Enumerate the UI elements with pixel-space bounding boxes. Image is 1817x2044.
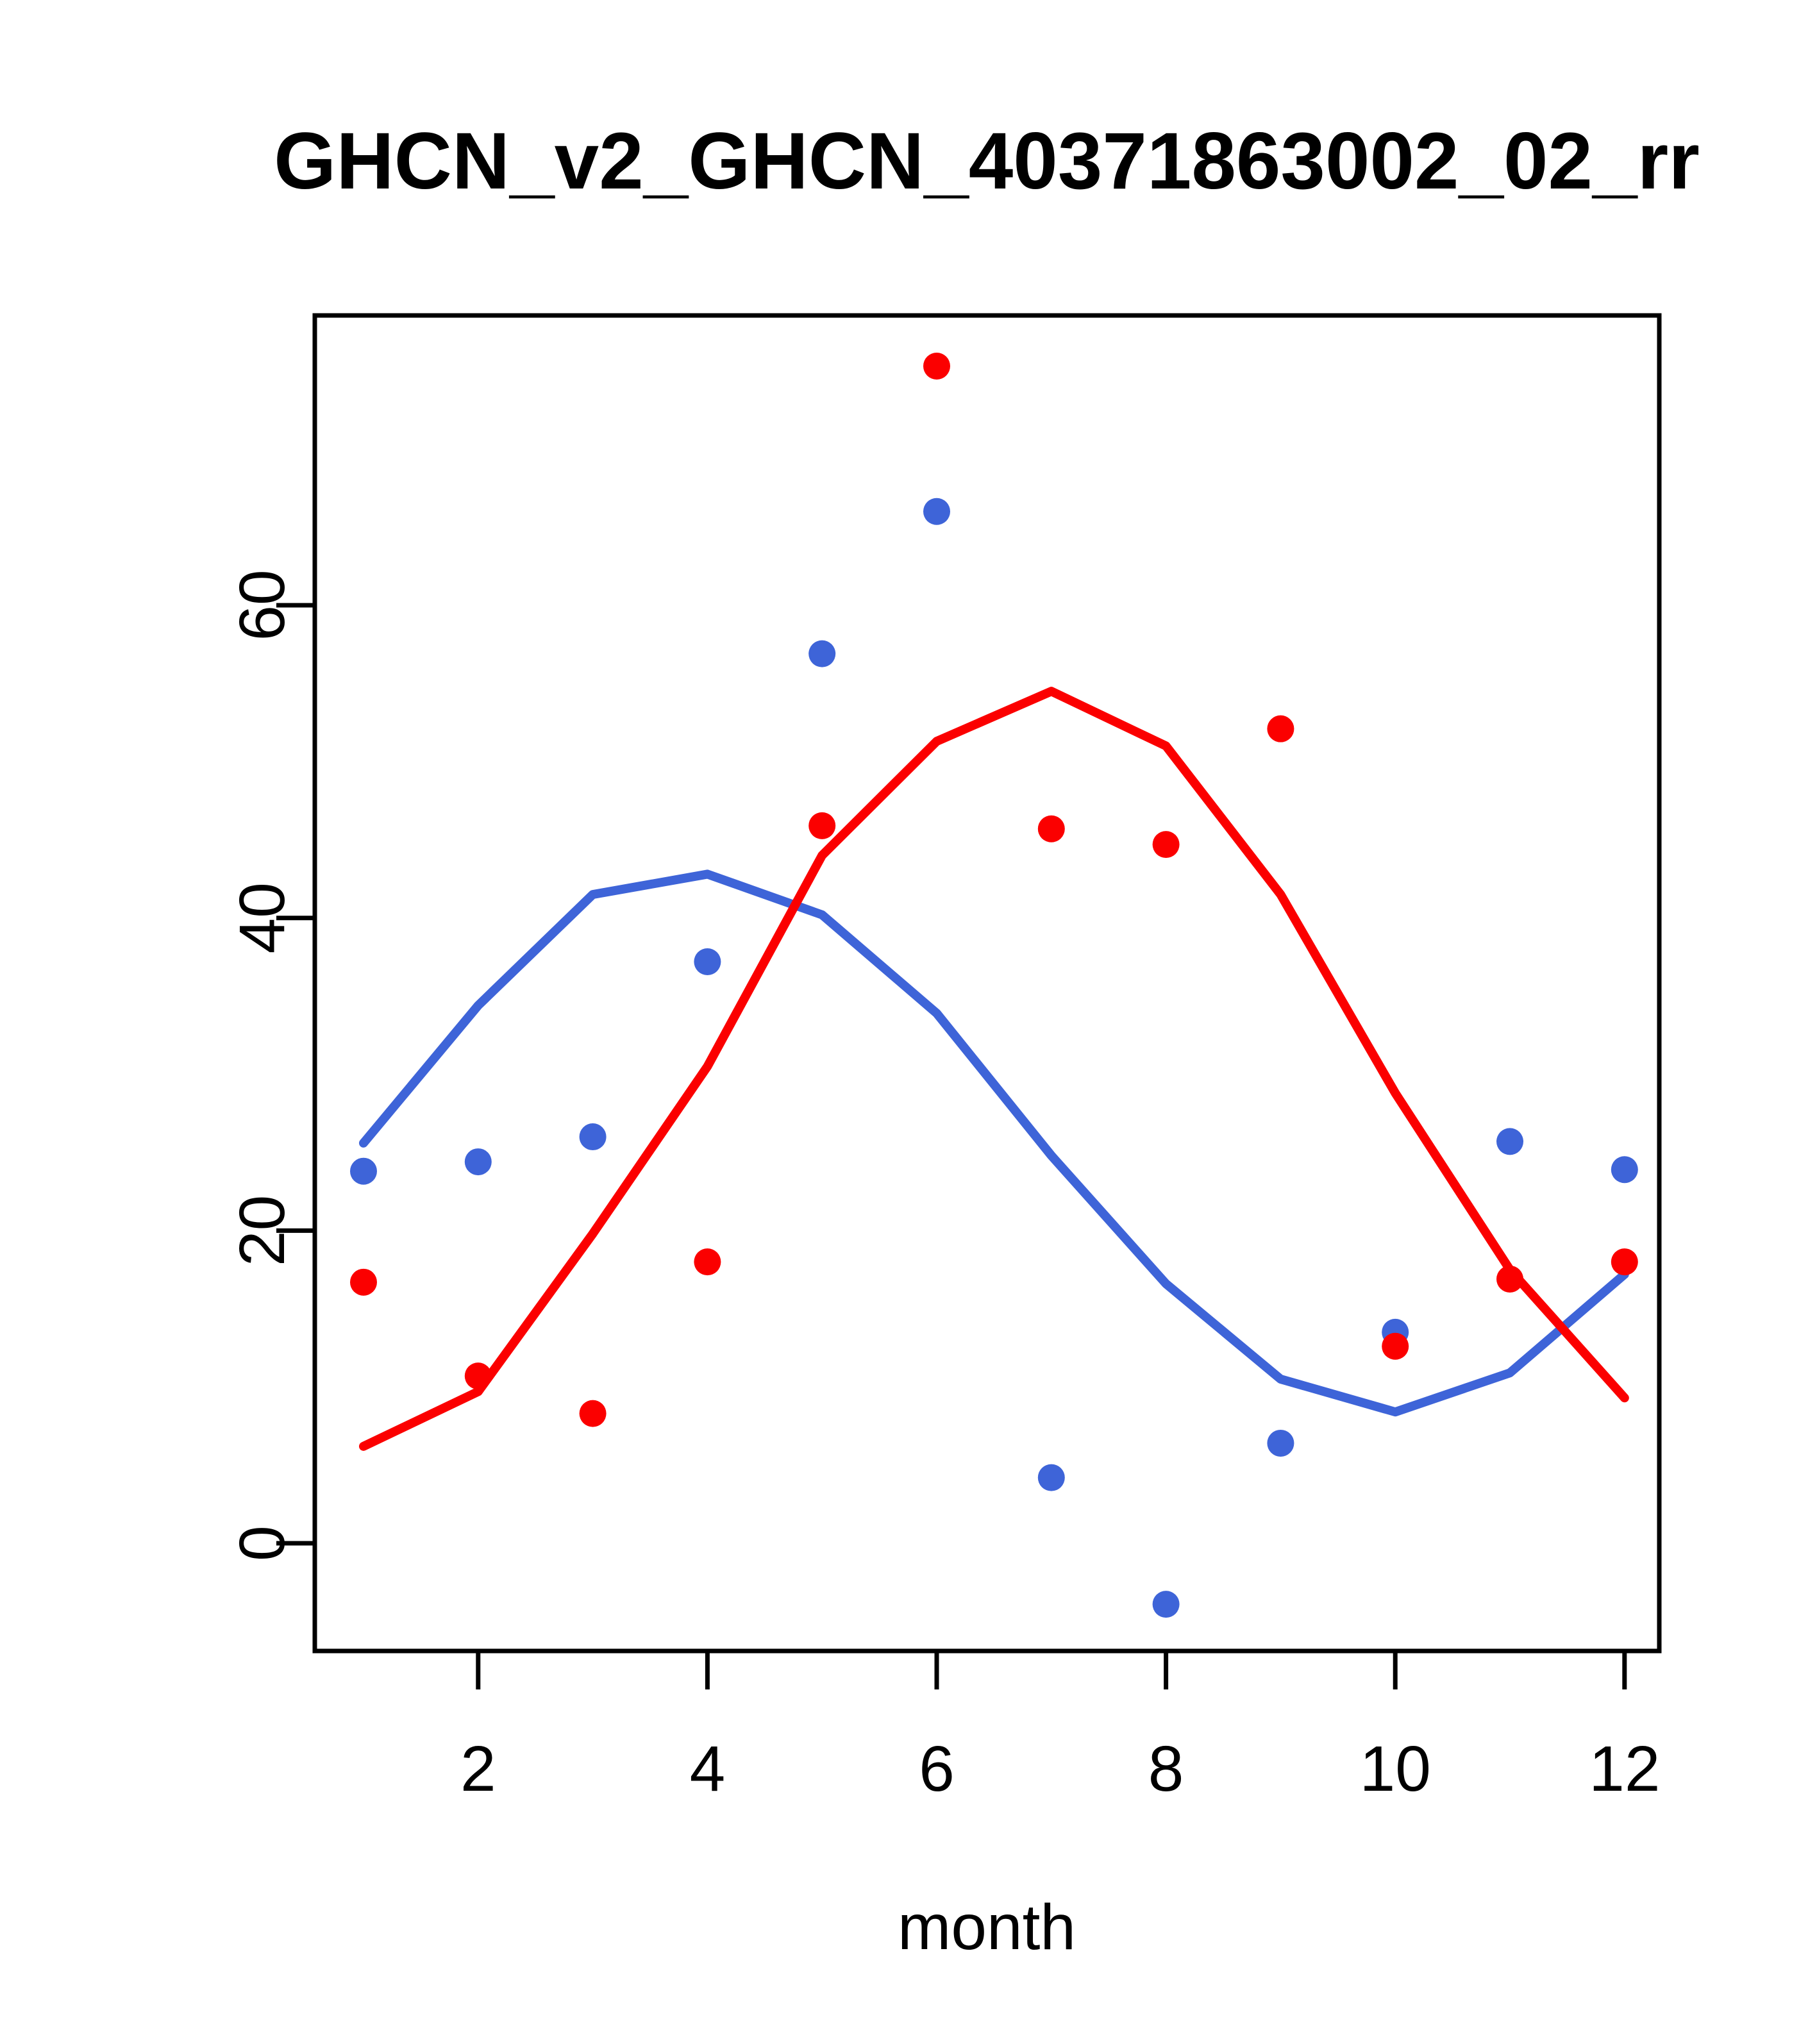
red-point — [808, 812, 836, 839]
x-tick-label: 2 — [460, 1733, 496, 1805]
red-point — [349, 1268, 377, 1296]
red-point — [579, 1400, 607, 1427]
x-tick-label: 10 — [1360, 1733, 1431, 1805]
blue-point — [464, 1148, 492, 1176]
blue-point — [579, 1123, 607, 1151]
red-point — [1496, 1265, 1524, 1293]
x-tick-label: 6 — [919, 1733, 955, 1805]
plot-area: 2 4 6 8 10 12 0 20 40 60 — [226, 313, 1662, 1805]
blue-point — [1152, 1591, 1180, 1618]
red-point — [464, 1362, 492, 1390]
chart-title: GHCN_v2_GHCN_40371863002_02_rr — [274, 117, 1700, 206]
x-tick-label: 4 — [690, 1733, 726, 1805]
blue-point — [808, 640, 836, 667]
y-tick-label: 60 — [226, 569, 298, 641]
x-tick-label: 8 — [1148, 1733, 1184, 1805]
blue-point — [923, 498, 951, 525]
blue-point — [1267, 1429, 1294, 1457]
y-tick-label: 20 — [226, 1195, 298, 1266]
y-tick-label: 40 — [226, 882, 298, 953]
red-point — [1152, 831, 1180, 859]
red-point — [923, 352, 951, 380]
red-smooth-line — [358, 687, 1629, 1451]
blue-point — [1611, 1156, 1638, 1184]
x-tick-label: 12 — [1589, 1733, 1660, 1805]
blue-point — [1496, 1128, 1524, 1155]
blue-point — [1037, 1464, 1065, 1491]
red-point — [694, 1248, 721, 1276]
blue-point — [694, 948, 721, 975]
red-point — [1037, 815, 1065, 842]
red-point — [1611, 1248, 1638, 1276]
plot-box — [312, 313, 1662, 1654]
x-axis-label: month — [898, 1891, 1076, 1963]
red-point — [1382, 1332, 1409, 1360]
blue-smooth-line — [358, 869, 1629, 1417]
y-tick-label: 0 — [226, 1525, 298, 1561]
blue-point — [349, 1157, 377, 1185]
red-point — [1267, 715, 1294, 742]
